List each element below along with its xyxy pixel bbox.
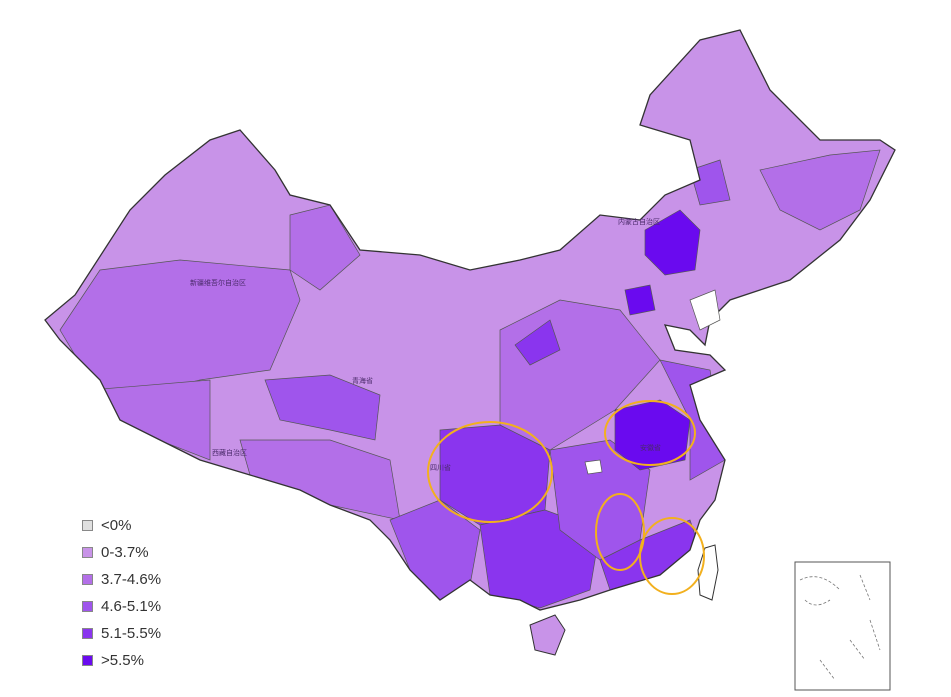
label-xinjiang: 新疆维吾尔自治区 [190, 278, 246, 287]
region-tibet-west [89, 379, 211, 461]
legend-item: <0% [82, 512, 161, 539]
region-hubei-hole [584, 459, 603, 475]
highlight-circle-anhui [604, 400, 696, 466]
highlight-circle-sichuan-chongqing [427, 421, 553, 523]
legend-swatch [82, 547, 93, 558]
legend-swatch [82, 655, 93, 666]
legend-label: 5.1-5.5% [101, 625, 162, 642]
legend-item: 5.1-5.5% [82, 620, 161, 647]
legend-label: <0% [101, 517, 132, 534]
region-neimenggu-center [644, 209, 701, 276]
label-anhui: 安徽省 [640, 443, 661, 452]
legend-label: 3.7-4.6% [101, 571, 162, 588]
highlight-circle-jiangxi [595, 493, 645, 571]
region-qinghai-south [264, 374, 381, 441]
label-sichuan: 四川省 [430, 463, 451, 472]
legend-label: 0-3.7% [101, 544, 149, 561]
legend-item: 3.7-4.6% [82, 566, 161, 593]
legend: <0% 0-3.7% 3.7-4.6% 4.6-5.1% 5.1-5.5% >5… [82, 512, 161, 674]
label-qinghai: 青海省 [352, 376, 373, 385]
region-anhui [614, 399, 691, 471]
region-heilongjiang-west [689, 159, 731, 206]
legend-swatch [82, 520, 93, 531]
label-xizang: 西藏自治区 [212, 448, 247, 457]
region-northeast [759, 149, 881, 231]
highlight-circle-fujian [639, 517, 705, 595]
hainan-island [529, 614, 566, 656]
bohai-sea [689, 289, 721, 331]
label-neimenggu: 内蒙古自治区 [618, 217, 660, 226]
region-beijing [624, 284, 656, 316]
legend-swatch [82, 628, 93, 639]
south-china-sea-inset [794, 561, 891, 691]
legend-label: >5.5% [101, 652, 144, 669]
legend-item: 0-3.7% [82, 539, 161, 566]
region-xinjiang-east [289, 204, 361, 291]
legend-swatch [82, 601, 93, 612]
legend-item: >5.5% [82, 647, 161, 674]
region-shaanxi [514, 319, 561, 366]
legend-item: 4.6-5.1% [82, 593, 161, 620]
legend-swatch [82, 574, 93, 585]
legend-label: 4.6-5.1% [101, 598, 162, 615]
